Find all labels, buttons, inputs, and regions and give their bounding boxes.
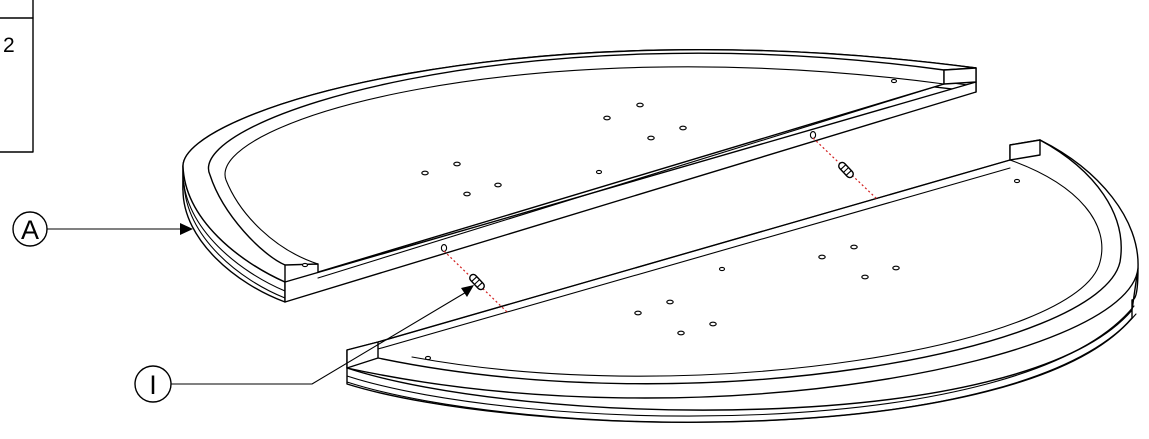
hole [595, 169, 603, 175]
hole [301, 262, 309, 268]
hole [421, 170, 429, 176]
callout-i-leader [170, 290, 469, 385]
lower-panel-holes [424, 178, 1021, 361]
hole [494, 182, 502, 188]
hole [666, 299, 674, 305]
hole [463, 191, 471, 197]
step-number: 2 [3, 34, 15, 57]
step-box: 2 [0, 0, 34, 153]
hole [718, 266, 726, 272]
callout-i-label: I [149, 370, 157, 400]
hole [861, 274, 869, 280]
hole [1013, 178, 1021, 184]
hole [647, 135, 655, 141]
hole [453, 161, 461, 167]
callout-i-arrowhead [461, 285, 474, 297]
hole [634, 310, 642, 316]
hole [890, 78, 898, 84]
lower-half-ring-panel [346, 139, 1139, 423]
hole [603, 115, 611, 121]
hole [636, 102, 644, 108]
hole [850, 244, 858, 250]
upper-half-ring-panel [182, 49, 977, 303]
callout-a: A [12, 211, 193, 247]
callout-a-arrowhead [180, 223, 193, 235]
dowel-right [812, 137, 879, 201]
callout-a-label: A [21, 215, 39, 245]
edge-hole [809, 131, 817, 139]
hole [818, 254, 826, 260]
hole [709, 321, 717, 327]
callout-i: I [134, 285, 474, 403]
dowel-left [443, 250, 508, 313]
upper-panel-holes [301, 78, 898, 268]
hole [679, 125, 687, 131]
hole [892, 265, 900, 271]
edge-hole [440, 244, 448, 252]
hole [677, 330, 685, 336]
hole [424, 355, 432, 361]
